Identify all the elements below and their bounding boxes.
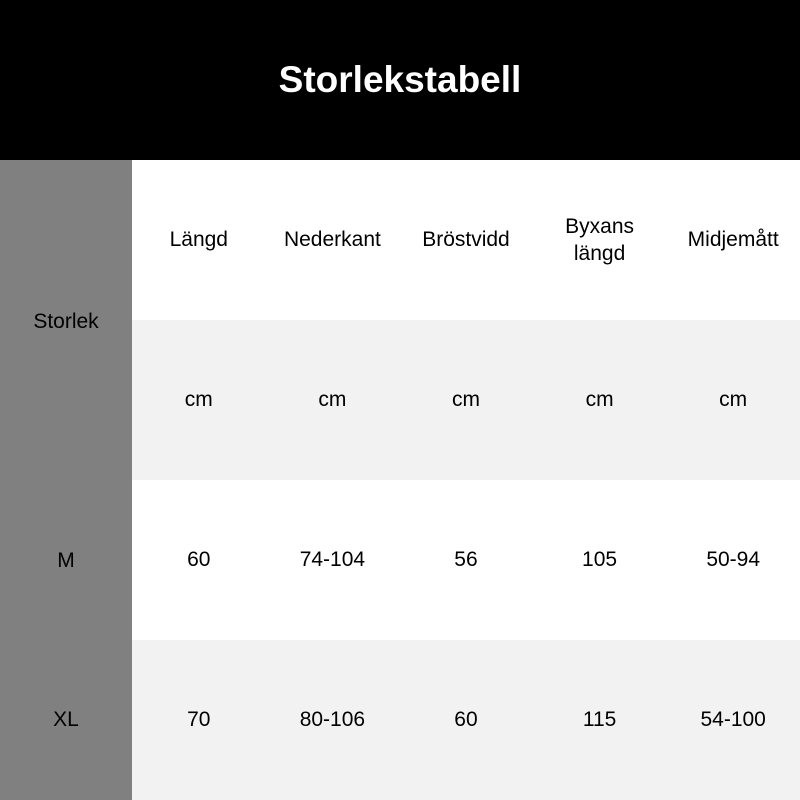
column-header: Bröstvidd: [422, 228, 510, 252]
page-title: Storlekstabell: [0, 0, 800, 160]
table-cell: 115: [582, 708, 617, 732]
table-cell: 56: [454, 548, 478, 572]
column-header: Längd: [169, 228, 228, 252]
table-cell: 60: [187, 548, 211, 572]
table-cell: 70: [187, 708, 211, 732]
column-header: Midjemått: [687, 228, 779, 252]
unit-cell: cm: [451, 388, 480, 412]
unit-cell: cm: [318, 388, 347, 412]
table-cell: 60: [454, 708, 478, 732]
table-row: 60 74-104 56 105 50-94: [132, 480, 800, 640]
column-header: Nederkant: [283, 228, 381, 252]
table-cell: 74-104: [299, 548, 366, 572]
size-label-xl: XL: [53, 708, 79, 731]
unit-cell: cm: [719, 388, 748, 412]
table-row: 70 80-106 60 115 54-100: [132, 640, 800, 800]
size-column-header: Storlek: [33, 310, 99, 333]
unit-cell: cm: [184, 388, 213, 412]
table-cell: 80-106: [299, 708, 366, 732]
table-cell: 54-100: [700, 708, 766, 732]
unit-cell: cm: [585, 388, 614, 412]
table-cell: 50-94: [706, 548, 761, 572]
size-label-m: M: [57, 549, 75, 572]
header-row: Längd Nederkant Bröstvidd Byxans längd M…: [132, 160, 800, 320]
units-row: cm cm cm cm cm: [132, 320, 800, 480]
size-column: Storlek M XL: [0, 160, 132, 800]
table-cell: 105: [582, 548, 618, 572]
column-header: Byxans längd: [565, 214, 635, 265]
